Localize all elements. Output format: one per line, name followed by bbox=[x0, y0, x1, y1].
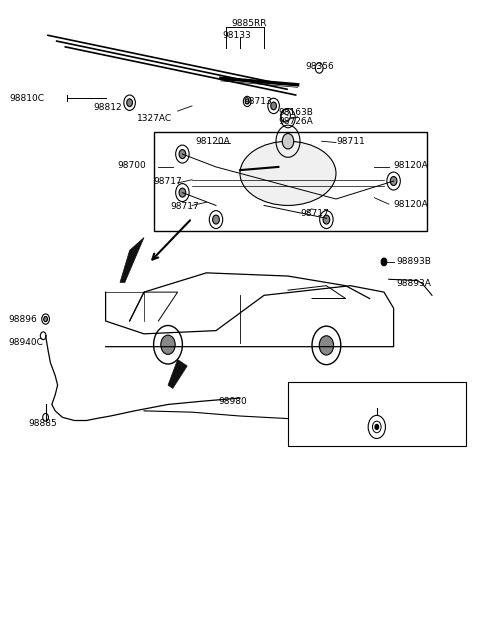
Text: 98810C: 98810C bbox=[10, 94, 45, 103]
Circle shape bbox=[179, 150, 186, 159]
Polygon shape bbox=[168, 360, 187, 388]
Ellipse shape bbox=[240, 141, 336, 205]
Text: 98133: 98133 bbox=[222, 31, 251, 40]
Text: (W/O REAR: (W/O REAR bbox=[298, 383, 344, 392]
Text: 98120A: 98120A bbox=[394, 161, 428, 170]
Text: 98940C: 98940C bbox=[9, 338, 44, 347]
Text: 98717: 98717 bbox=[300, 209, 329, 218]
Circle shape bbox=[271, 102, 276, 110]
Text: 98356: 98356 bbox=[306, 62, 335, 71]
Polygon shape bbox=[120, 238, 144, 282]
Text: 98980: 98980 bbox=[218, 397, 247, 406]
Circle shape bbox=[213, 215, 219, 224]
Text: 98700: 98700 bbox=[118, 161, 146, 170]
Circle shape bbox=[179, 188, 186, 197]
Circle shape bbox=[127, 99, 132, 107]
FancyBboxPatch shape bbox=[154, 132, 427, 231]
Text: 98726A: 98726A bbox=[278, 117, 313, 126]
Circle shape bbox=[381, 258, 387, 266]
Circle shape bbox=[282, 134, 294, 149]
Text: 98896: 98896 bbox=[9, 315, 37, 324]
Text: 98163B: 98163B bbox=[278, 108, 313, 117]
Circle shape bbox=[319, 336, 334, 355]
Text: 98893A: 98893A bbox=[396, 279, 431, 288]
Text: WINDOW WIPER): WINDOW WIPER) bbox=[295, 392, 367, 401]
FancyBboxPatch shape bbox=[288, 382, 466, 446]
Text: 98711: 98711 bbox=[336, 137, 365, 146]
Circle shape bbox=[390, 177, 397, 186]
Circle shape bbox=[323, 215, 330, 224]
Text: 98870: 98870 bbox=[359, 406, 388, 415]
Text: 98812: 98812 bbox=[94, 103, 122, 112]
Text: 9885RR: 9885RR bbox=[231, 19, 267, 28]
Text: 98717: 98717 bbox=[154, 177, 182, 186]
Circle shape bbox=[375, 424, 379, 429]
Text: 98893B: 98893B bbox=[396, 257, 431, 266]
Text: 98120A: 98120A bbox=[196, 137, 230, 146]
Text: 98120A: 98120A bbox=[394, 200, 428, 209]
Text: 98717: 98717 bbox=[170, 202, 199, 211]
Text: 98713: 98713 bbox=[244, 97, 273, 106]
Text: 98885: 98885 bbox=[29, 419, 58, 428]
Circle shape bbox=[245, 99, 249, 104]
Text: 1327AC: 1327AC bbox=[137, 114, 172, 123]
Circle shape bbox=[44, 317, 48, 322]
Circle shape bbox=[161, 335, 175, 354]
